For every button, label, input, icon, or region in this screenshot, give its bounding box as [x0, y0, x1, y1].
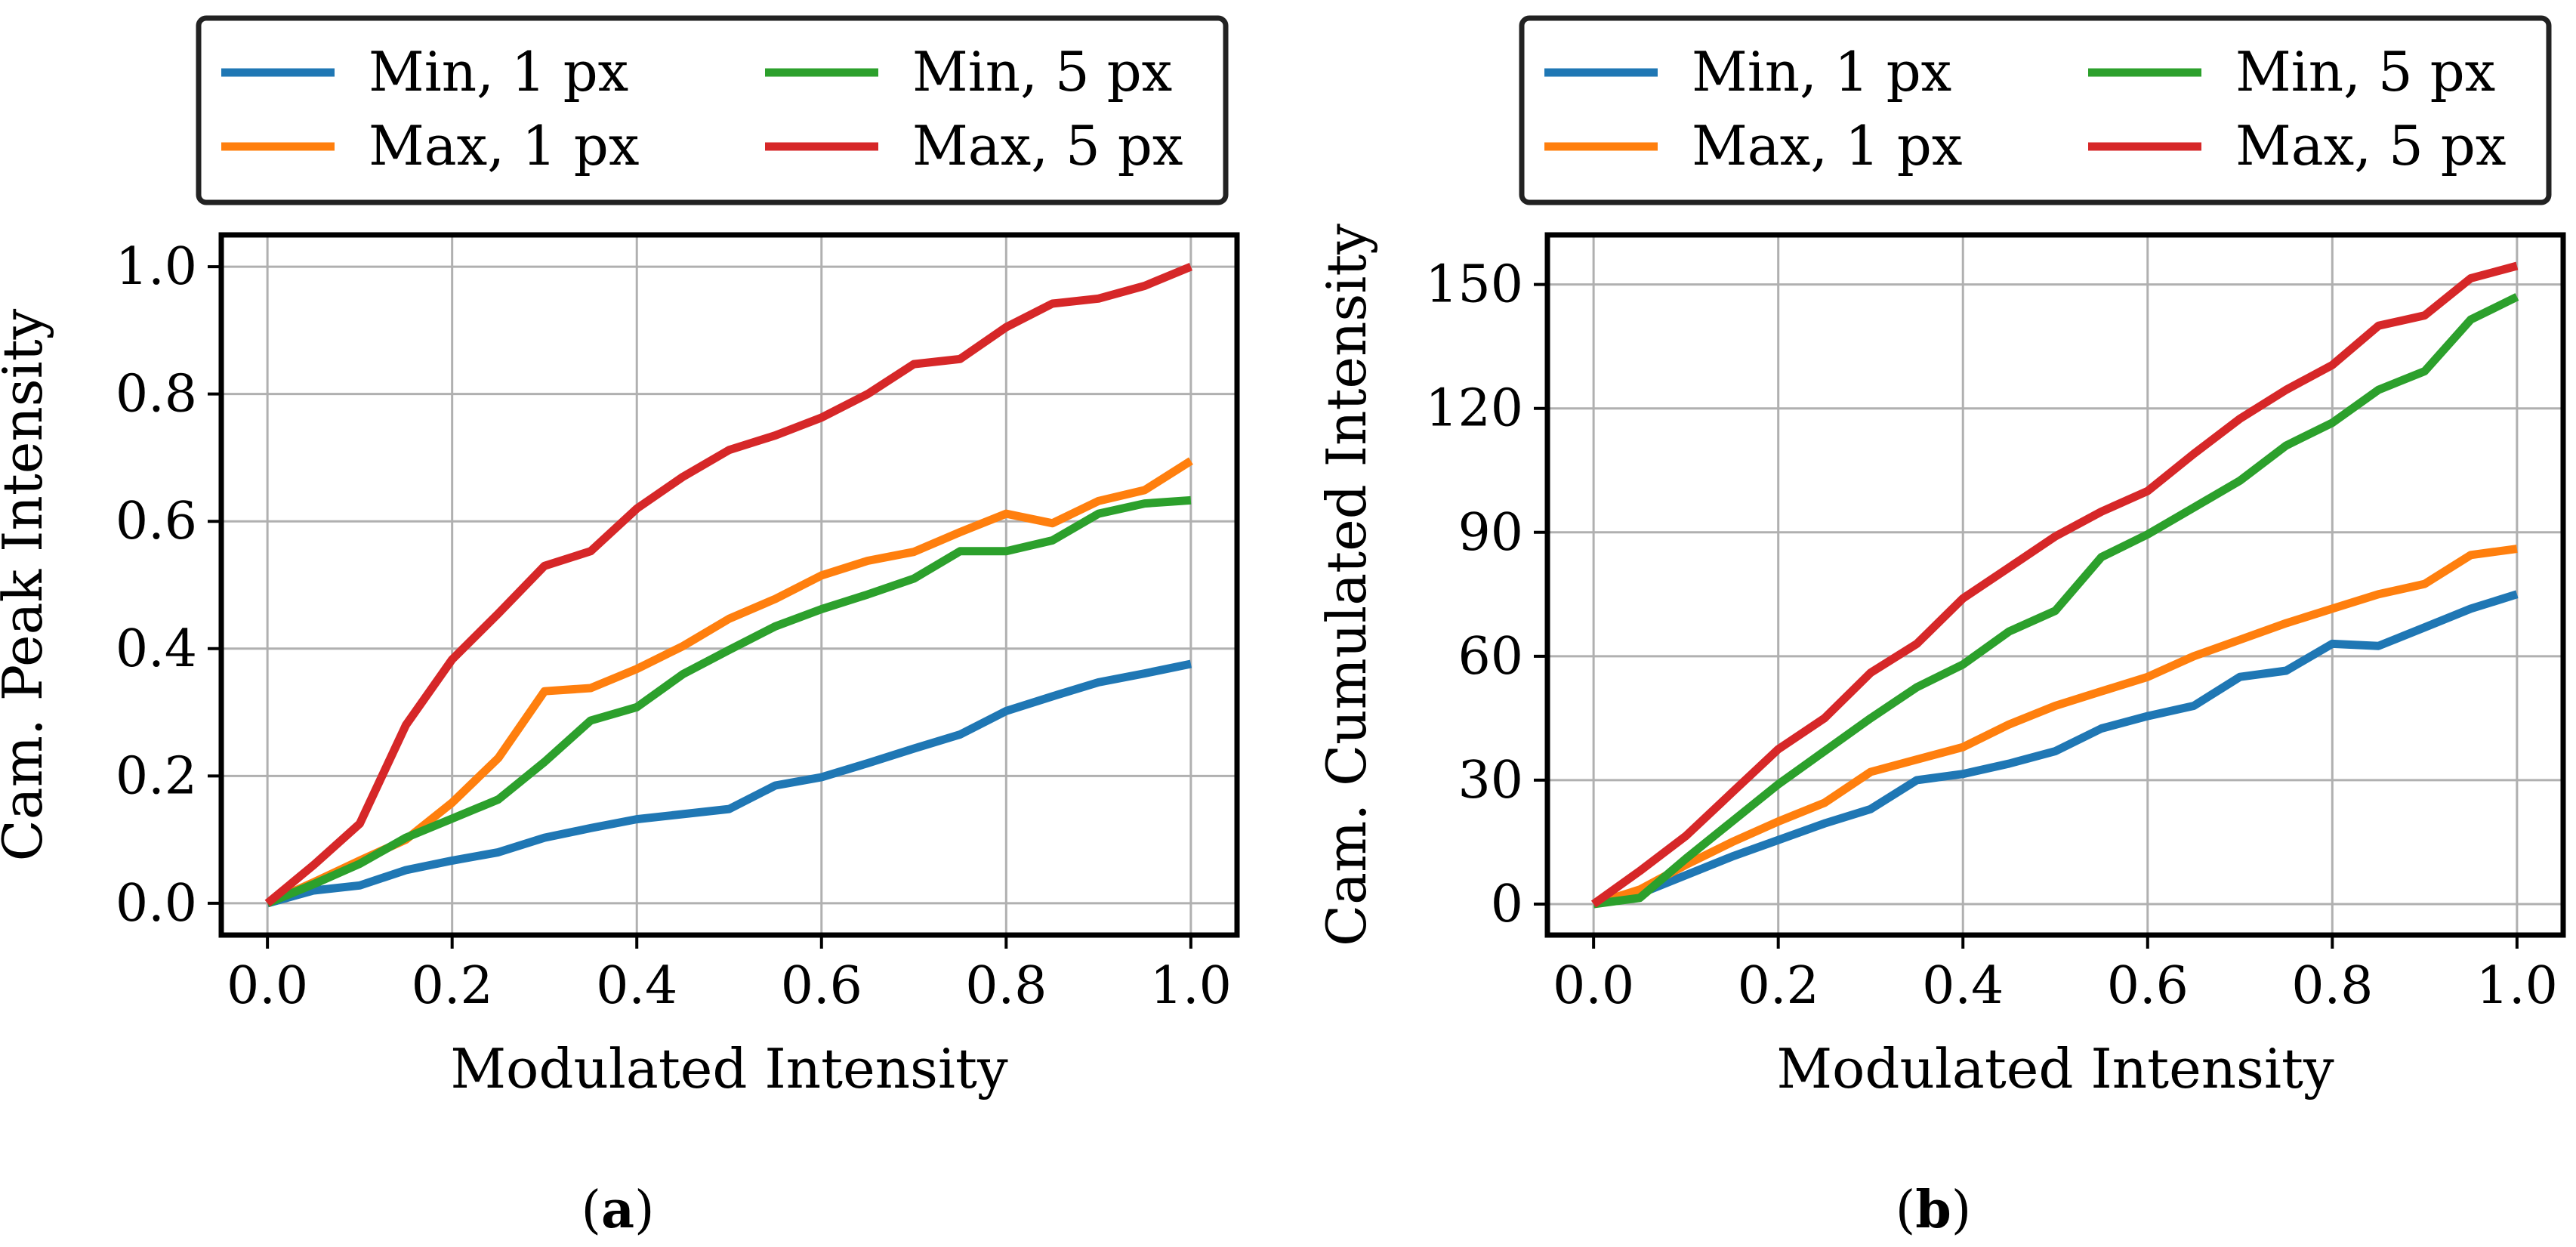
panel-caption-letter: a — [601, 1180, 634, 1240]
y-tick-label: 150 — [1425, 255, 1523, 315]
y-tick-label: 30 — [1458, 751, 1523, 810]
y-axis-label: Cam. Peak Intensity — [0, 308, 54, 861]
legend-item: Min, 5 px — [765, 40, 1172, 103]
legend-label: Min, 5 px — [912, 40, 1172, 103]
panel-caption-letter: b — [1915, 1180, 1951, 1240]
legend-item: Max, 1 px — [1544, 114, 1962, 177]
series-line-max-1-px — [1592, 545, 2518, 909]
panel-caption: (b) — [1896, 1180, 1972, 1240]
legend-box — [1519, 15, 2552, 205]
x-tick-label: 0.4 — [1922, 956, 2004, 1016]
legend-item: Min, 1 px — [1544, 40, 1951, 103]
x-axis-label: Modulated Intensity — [1776, 1037, 2334, 1100]
legend-item: Max, 5 px — [2088, 114, 2506, 177]
y-tick-label: 90 — [1458, 503, 1523, 563]
series-line-min-5-px — [265, 495, 1192, 907]
panel-caption: (a) — [581, 1180, 654, 1240]
series-line-min-5-px — [1593, 293, 2519, 909]
plot-frame — [218, 232, 1240, 938]
x-tick-label: 0.0 — [1553, 956, 1634, 1016]
legend-label: Min, 1 px — [369, 40, 628, 103]
y-tick-label: 60 — [1458, 627, 1523, 687]
legend-label: Max, 1 px — [1692, 114, 1962, 177]
plot-frame — [1544, 232, 2566, 938]
legend-label: Max, 1 px — [369, 114, 639, 177]
x-tick-label: 0.6 — [2107, 956, 2189, 1016]
x-tick-label: 0.0 — [227, 956, 308, 1016]
panel-b-chart: 0.0 0.2 0.4 0.6 0.8 1.0 0 30 60 90 120 150 Modulated… — [1315, 15, 2566, 1240]
legend-item: Min, 5 px — [2088, 40, 2495, 103]
y-tick-label: 0.0 — [116, 874, 197, 934]
series-line-max-5-px — [1590, 261, 2519, 908]
legend-item: Max, 1 px — [221, 114, 639, 177]
y-tick-label: 0 — [1491, 875, 1523, 934]
y-tick-label: 120 — [1425, 379, 1523, 439]
legend: Min, 1 px Max, 1 px Min, 5 px Max, 5 px — [1519, 15, 2552, 205]
legend-label: Max, 5 px — [2235, 114, 2506, 177]
x-tick-label: 0.2 — [1738, 956, 1819, 1016]
y-tick-label: 1.0 — [116, 237, 197, 297]
x-tick-label: 1.0 — [1150, 956, 1232, 1016]
panel-a-chart: 0.0 0.2 0.4 0.6 0.8 1.0 0.0 0.2 0.4 0.6 0.8 1.0 Modu… — [0, 15, 1240, 1240]
series-line-min-1-px — [266, 659, 1192, 908]
legend-item: Max, 5 px — [765, 114, 1183, 177]
y-tick-label: 0.6 — [116, 492, 197, 551]
legend-item: Min, 1 px — [221, 40, 628, 103]
x-axis-label: Modulated Intensity — [450, 1037, 1008, 1100]
series-line-max-5-px — [264, 263, 1193, 907]
x-tick-label: 0.6 — [781, 956, 862, 1016]
legend-box — [196, 15, 1229, 205]
x-tick-label: 0.2 — [412, 956, 493, 1016]
legend-label: Min, 5 px — [2235, 40, 2495, 103]
x-tick-label: 0.4 — [596, 956, 677, 1016]
y-axis-label: Cam. Cumulated Intensity — [1315, 224, 1378, 946]
y-tick-label: 0.2 — [116, 746, 197, 806]
series-line-min-1-px — [1592, 590, 2519, 909]
x-tick-label: 1.0 — [2476, 956, 2558, 1016]
legend-label: Max, 5 px — [912, 114, 1183, 177]
x-tick-label: 0.8 — [965, 956, 1047, 1016]
legend: Min, 1 px Max, 1 px Min, 5 px Max, 5 px — [196, 15, 1229, 205]
x-tick-label: 0.8 — [2291, 956, 2373, 1016]
y-tick-label: 0.8 — [116, 365, 197, 424]
y-tick-label: 0.4 — [116, 619, 197, 679]
legend-label: Min, 1 px — [1692, 40, 1951, 103]
